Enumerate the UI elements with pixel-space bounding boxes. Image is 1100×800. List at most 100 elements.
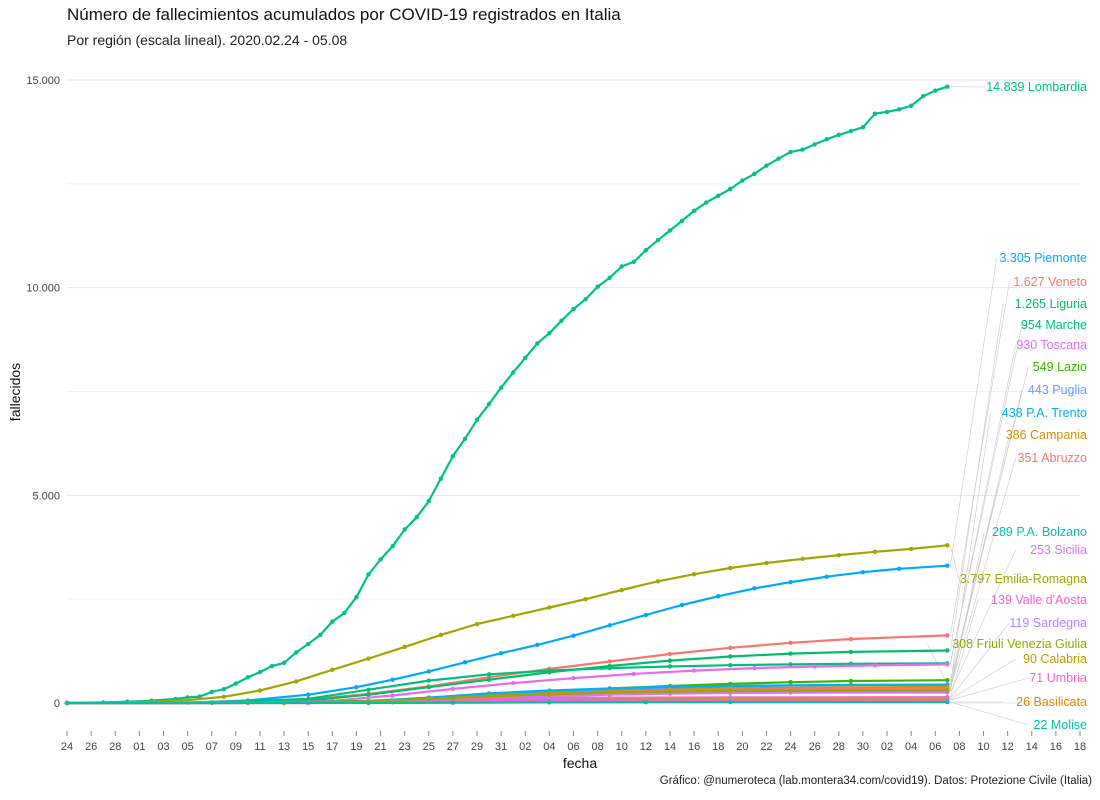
data-point	[728, 688, 733, 694]
x-tick-label: 20	[736, 741, 748, 753]
data-point	[933, 88, 938, 93]
data-point	[438, 476, 444, 481]
data-point	[836, 552, 842, 558]
x-tick-label: 05	[181, 741, 193, 753]
label-connector	[950, 257, 998, 566]
data-point	[330, 667, 335, 672]
data-point	[643, 700, 649, 705]
data-point	[728, 699, 733, 705]
data-point	[402, 527, 407, 532]
data-point	[293, 650, 299, 655]
data-point	[209, 689, 214, 695]
end-label-molise: 22 Molise	[1034, 718, 1088, 732]
data-point	[691, 668, 697, 673]
y-tick-label: 0	[54, 698, 60, 710]
x-tick-label: 10	[977, 741, 989, 753]
data-point	[318, 632, 323, 638]
data-point	[571, 675, 576, 681]
x-tick-label: 03	[157, 741, 169, 753]
end-label-p-a-trento: 438 P.A. Trento	[1002, 406, 1087, 420]
data-point	[908, 103, 914, 108]
data-point	[691, 208, 697, 213]
x-tick-label: 11	[254, 741, 265, 753]
x-tick-label: 14	[1026, 741, 1038, 753]
data-point	[945, 648, 950, 653]
chart-subtitle: Por región (escala lineal). 2020.02.24 -…	[67, 32, 348, 48]
data-point	[64, 700, 70, 706]
data-point	[908, 546, 914, 552]
end-labels: 14.839 Lombardia 3.797 Emilia-Romagna 3.30…	[952, 80, 1087, 732]
data-point	[571, 633, 576, 638]
data-point	[848, 678, 854, 684]
data-point	[462, 436, 468, 442]
data-point	[221, 694, 226, 699]
y-tick-label: 10.000	[26, 283, 60, 295]
end-label-campania: 386 Campania	[1006, 428, 1087, 442]
data-point	[788, 680, 793, 685]
data-point	[535, 642, 540, 648]
data-point	[752, 665, 757, 671]
data-point	[535, 341, 540, 346]
data-point	[511, 370, 516, 375]
data-point	[848, 636, 854, 642]
data-point	[764, 560, 769, 566]
end-label-friuli-venezia-giulia: 308 Friuli Venezia Giulia	[952, 637, 1087, 651]
data-point	[257, 669, 263, 675]
data-point	[945, 543, 950, 548]
data-point	[402, 644, 407, 650]
end-label-veneto: 1.627 Veneto	[1013, 275, 1087, 289]
x-tick-label: 17	[326, 741, 338, 753]
data-point	[450, 453, 456, 459]
data-point	[860, 125, 866, 130]
data-point	[679, 218, 685, 224]
data-point	[547, 668, 552, 673]
data-point	[800, 556, 805, 562]
chart-caption: Gráfico: @numeroteca (lab.montera34.com/…	[659, 775, 1092, 787]
data-point	[848, 128, 854, 134]
y-axis-title: fallecidos	[7, 363, 23, 421]
data-point	[233, 681, 239, 686]
data-point	[728, 565, 733, 571]
data-point	[824, 574, 829, 579]
data-point	[921, 93, 926, 99]
x-tick-label: 04	[543, 741, 555, 753]
data-point	[764, 163, 769, 168]
data-point	[486, 694, 492, 699]
data-point	[788, 688, 793, 693]
data-point	[498, 650, 504, 656]
x-tick-label: 27	[447, 741, 459, 753]
data-point	[342, 610, 347, 616]
data-point	[667, 228, 673, 233]
x-tick-label: 14	[664, 741, 676, 753]
series-line-molise	[66, 701, 948, 705]
data-point	[221, 686, 226, 692]
x-tick-label: 12	[1002, 741, 1014, 753]
data-point	[547, 605, 552, 610]
data-point	[836, 132, 842, 138]
data-point	[643, 612, 649, 618]
data-point	[945, 688, 950, 693]
data-point	[872, 549, 878, 555]
x-tick-label: 04	[905, 741, 917, 753]
data-point	[607, 665, 612, 671]
data-point	[426, 696, 431, 702]
end-label-sardegna: 119 Sardegna	[1009, 616, 1087, 630]
data-point	[547, 330, 552, 336]
end-label-basilicata: 26 Basilicata	[1016, 695, 1087, 709]
data-point	[788, 579, 793, 585]
x-tick-label: 15	[302, 741, 314, 753]
x-tick-label: 13	[278, 741, 290, 753]
x-tick-label: 22	[760, 741, 772, 753]
data-point	[945, 84, 950, 89]
data-point	[511, 613, 516, 618]
x-tick-label: 16	[688, 741, 700, 753]
data-point	[884, 109, 890, 115]
x-tick-label: 09	[230, 741, 242, 753]
data-point	[245, 675, 251, 680]
x-tick-label: 02	[519, 741, 531, 753]
data-point	[378, 557, 383, 562]
data-point	[667, 689, 673, 694]
x-tick-label: 26	[85, 741, 97, 753]
data-point	[679, 602, 685, 608]
label-connector	[950, 549, 1016, 693]
